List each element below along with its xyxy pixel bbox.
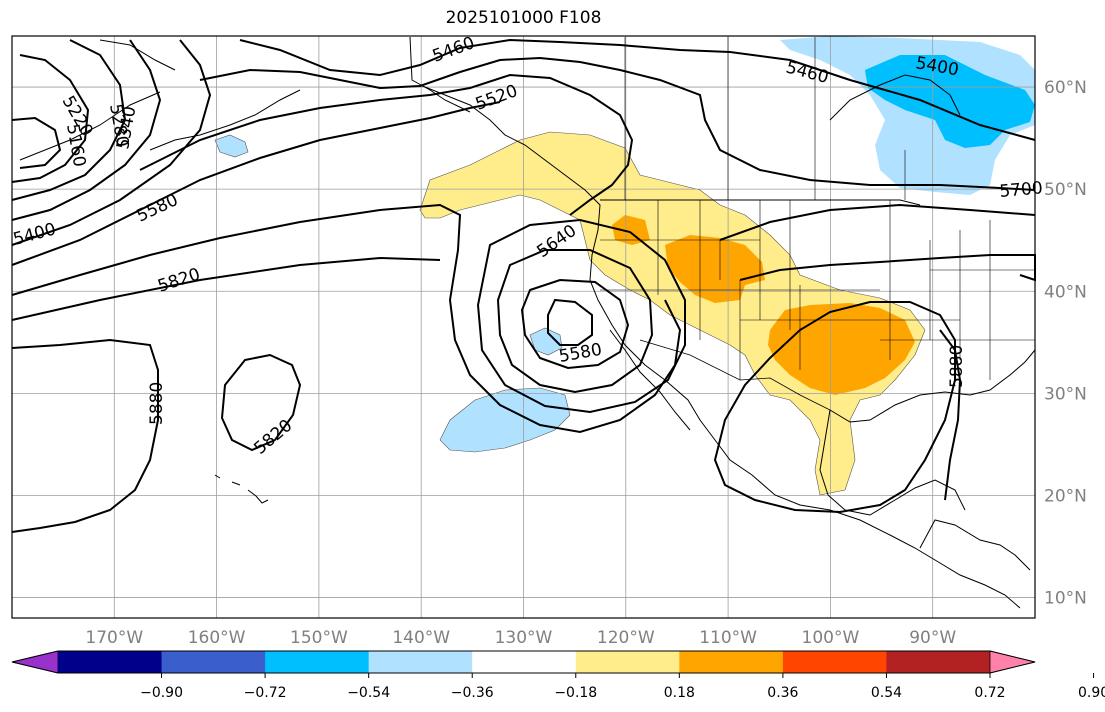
lon-label: 90°W <box>909 628 956 648</box>
colorbar-segment <box>782 651 887 673</box>
contour-label-5700: 5700 <box>999 178 1044 202</box>
low-center-ring-4 <box>476 218 686 414</box>
contour-5160 <box>11 116 62 169</box>
colorbar-segment <box>472 651 577 673</box>
low-center-ring-2 <box>520 278 630 370</box>
alaska-coast <box>409 36 471 113</box>
plot-title: 2025101000 F108 <box>445 8 602 28</box>
colorbar-segment <box>368 651 473 673</box>
colorbar-tick-label: 0.36 <box>767 685 798 701</box>
strong-positive-anomaly-north <box>612 215 650 245</box>
colorbar-tick-label: −0.36 <box>451 685 494 701</box>
lon-label: 130°W <box>495 628 553 648</box>
colorbar-outline <box>11 650 1036 674</box>
alaska-peninsula <box>149 89 301 151</box>
colorbar <box>11 650 1036 674</box>
negative-anomaly-pacific <box>439 387 571 453</box>
colorbar-segment <box>575 651 680 673</box>
hawaiian-islands <box>214 474 269 504</box>
colorbar-segment <box>886 651 991 673</box>
colorbar-extend-high <box>989 650 1036 674</box>
colorbar-tick-label: −0.18 <box>554 685 597 701</box>
lon-label: 170°W <box>85 628 143 648</box>
north-america-west-coast <box>419 84 1021 609</box>
colorbar-tick-label: −0.90 <box>140 685 183 701</box>
mexico-gulf-coast <box>819 409 966 516</box>
canada-province-lines <box>624 37 906 200</box>
colorbar-tick-label: 0.90 <box>1078 685 1105 701</box>
height-contours <box>11 38 1036 533</box>
contour-5880-east <box>939 329 962 501</box>
colorbar-tick-labels: −0.90 −0.72 −0.54 −0.36 −0.18 0.18 0.36 0.54 0.7… <box>140 673 1105 701</box>
colorbar-tick-label: 0.72 <box>974 685 1005 701</box>
colorbar-segment <box>161 651 266 673</box>
colorbar-segment <box>679 651 784 673</box>
lat-label: 40°N <box>1044 282 1087 302</box>
hudson-bay-outline <box>829 74 961 121</box>
lon-label: 140°W <box>392 628 450 648</box>
contour-5340 <box>11 39 162 221</box>
contour-5220 <box>11 54 90 183</box>
lat-label: 50°N <box>1044 180 1087 200</box>
contour-5280 <box>11 39 127 201</box>
moderate-negative-anomaly-canada <box>865 55 1035 148</box>
contour-label-5880-east: 5880 <box>947 345 967 388</box>
lon-label: 100°W <box>802 628 860 648</box>
gulf-of-mexico-coast <box>829 349 1036 423</box>
colorbar-tick-label: −0.54 <box>347 685 390 701</box>
map-frame <box>11 35 1036 619</box>
lon-label: 150°W <box>290 628 348 648</box>
low-center-ring-1 <box>547 298 593 346</box>
lat-label: 60°N <box>1044 78 1087 98</box>
negative-anomaly-aleutian <box>214 134 249 158</box>
colorbar-segment <box>58 651 163 673</box>
contour-5820-hawaii <box>220 353 302 452</box>
contour-5880-west <box>11 338 159 533</box>
contour-5700 <box>11 256 441 321</box>
contour-5520 <box>139 73 634 216</box>
colorbar-tick-label: 0.18 <box>664 685 695 701</box>
contour-5460-inner <box>199 56 1036 191</box>
contour-5640 <box>11 203 682 434</box>
lat-label: 30°N <box>1044 384 1087 404</box>
colorbar-tick-label: −0.72 <box>244 685 287 701</box>
low-center-ring-3 <box>496 249 654 394</box>
contour-5460 <box>239 38 1036 141</box>
lon-label: 160°W <box>188 628 246 648</box>
lon-label: 120°W <box>597 628 655 648</box>
contour-label-5880-west: 5880 <box>147 382 167 425</box>
colorbar-extend-low <box>11 650 59 674</box>
contour-5580 <box>11 101 501 266</box>
lat-label: 10°N <box>1044 589 1087 609</box>
latitude-labels: 10°N 20°N 30°N 40°N 50°N 60°N <box>1044 78 1087 609</box>
colorbar-segment <box>265 651 370 673</box>
colorbar-tick-label: 0.54 <box>871 685 902 701</box>
central-america <box>919 519 1031 571</box>
lat-label: 20°N <box>1044 486 1087 506</box>
state-lines <box>600 200 1035 380</box>
contour-5820-ridge <box>713 301 956 514</box>
longitude-labels: 170°W 160°W 150°W 140°W 130°W 120°W 110°W 100°W… <box>85 628 956 648</box>
contour-5700-east <box>719 203 1036 241</box>
lon-label: 110°W <box>699 628 757 648</box>
